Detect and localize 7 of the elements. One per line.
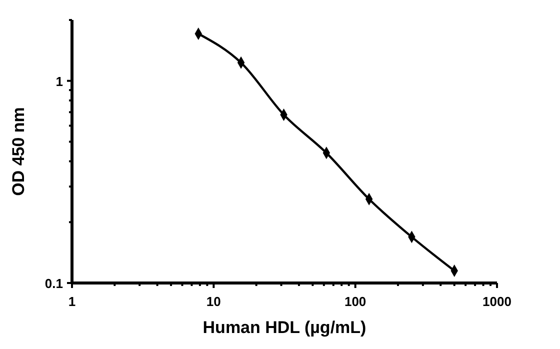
x-axis-title: Human HDL (µg/mL)	[202, 318, 366, 337]
x-tick-label: 1000	[482, 294, 512, 309]
x-tick-label: 10	[206, 294, 221, 309]
x-tick-label: 1	[68, 294, 76, 309]
y-tick-label: 0.1	[44, 276, 63, 291]
y-axis-title: OD 450 nm	[9, 107, 28, 196]
x-tick-label: 100	[344, 294, 366, 309]
